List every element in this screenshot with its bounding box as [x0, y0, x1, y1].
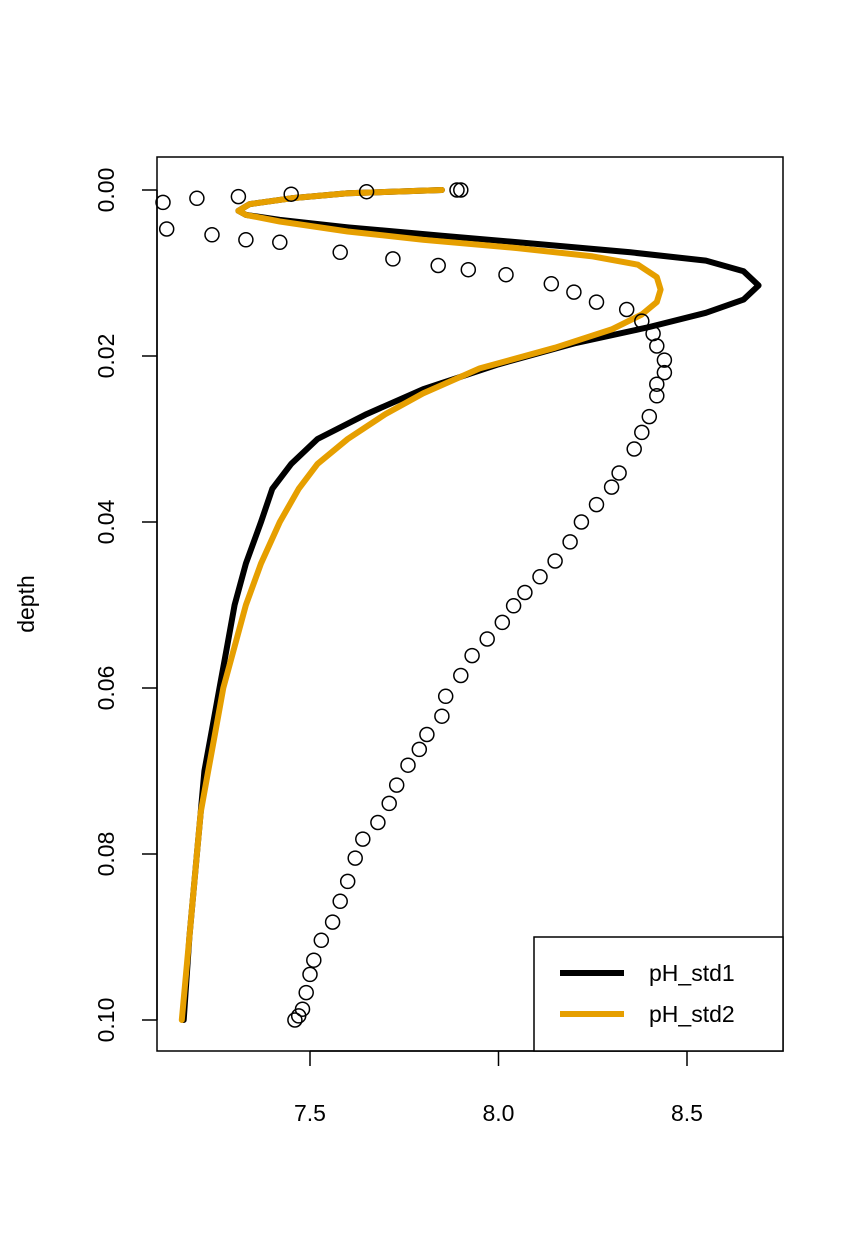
y-tick-label: 0.06 [93, 666, 119, 711]
data-point [298, 984, 314, 1001]
data-point [649, 338, 665, 354]
data-point [332, 893, 348, 910]
data-point [634, 313, 650, 329]
data-point [370, 814, 386, 831]
y-tick-label: 0.10 [93, 998, 119, 1043]
x-tick-label: 7.5 [294, 1100, 326, 1126]
data-point [562, 534, 578, 550]
data-point [453, 182, 469, 198]
y-tick-label: 0.08 [93, 832, 119, 877]
data-point [287, 1012, 303, 1028]
y-tick-label: 0.00 [93, 168, 119, 213]
data-point [155, 194, 171, 211]
data-point [430, 257, 446, 274]
data-point [385, 251, 401, 267]
y-tick-label: 0.02 [93, 334, 119, 379]
data-point [204, 227, 220, 243]
observed-points [155, 182, 673, 1028]
data-point [649, 376, 665, 392]
data-point [460, 261, 477, 278]
data-point [547, 553, 563, 569]
data-point [464, 647, 480, 664]
data-point [411, 741, 428, 758]
data-point [358, 183, 375, 200]
data-point [434, 708, 450, 724]
data-point [449, 182, 465, 198]
data-point [306, 952, 322, 968]
data-point [290, 1008, 307, 1024]
data-point [189, 190, 205, 207]
data-point [618, 301, 635, 318]
y-tick-label: 0.04 [93, 499, 119, 544]
data-point [498, 266, 514, 283]
data-point [656, 352, 673, 368]
data-point [238, 232, 254, 248]
series-line-pH_std1 [180, 187, 762, 1023]
legend-label-pH_std1: pH_std1 [649, 960, 735, 986]
data-point [573, 514, 590, 530]
data-point [656, 364, 673, 381]
data-point [339, 873, 356, 890]
data-point [517, 584, 533, 601]
data-point [626, 441, 642, 457]
y-axis: 0.00 0.02 0.04 0.06 0.08 0.10 [93, 168, 158, 1043]
data-point [272, 234, 288, 251]
data-point [494, 614, 511, 631]
x-axis: 7.5 8.0 8.5 [294, 1050, 703, 1126]
data-point [611, 465, 627, 481]
data-point [641, 408, 658, 425]
data-point [649, 388, 665, 404]
x-tick-label: 8.0 [483, 1100, 515, 1126]
data-point [566, 284, 582, 300]
data-point [332, 244, 348, 261]
plot-frame [156, 156, 784, 1052]
data-point [313, 932, 330, 949]
data-point [302, 966, 318, 983]
data-point [324, 914, 341, 930]
data-point [505, 598, 522, 614]
legend: pH_std1 pH_std2 [533, 936, 784, 1052]
data-point [479, 631, 495, 647]
data-point [603, 479, 620, 495]
data-point [355, 831, 371, 847]
data-point [230, 188, 247, 205]
legend-box [533, 936, 784, 1052]
data-point [283, 186, 299, 202]
data-point [400, 757, 416, 773]
legend-label-pH_std2: pH_std2 [649, 1001, 735, 1027]
data-point [437, 688, 454, 705]
data-point [453, 667, 469, 684]
y-axis-title: depth [13, 575, 39, 633]
data-point [347, 850, 363, 866]
data-point [532, 569, 548, 585]
data-point [543, 276, 560, 292]
series-layer [155, 182, 762, 1028]
data-point [381, 795, 397, 812]
data-point [634, 424, 650, 441]
data-point [588, 294, 605, 310]
data-point [588, 496, 605, 513]
data-point [388, 777, 405, 793]
series-line-pH_std2 [178, 187, 664, 1023]
data-point [158, 221, 175, 237]
data-point [419, 726, 435, 743]
x-tick-label: 8.5 [671, 1100, 703, 1126]
